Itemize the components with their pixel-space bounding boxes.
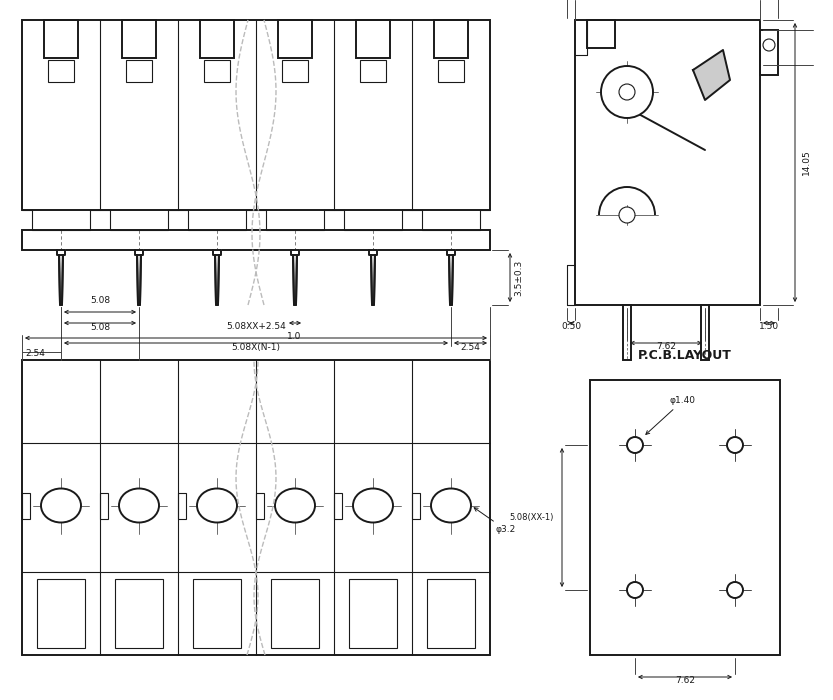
Text: 0.50: 0.50 bbox=[561, 322, 581, 331]
Polygon shape bbox=[59, 255, 63, 305]
Bar bbox=[22, 230, 490, 250]
Ellipse shape bbox=[353, 489, 393, 522]
Polygon shape bbox=[447, 250, 455, 305]
Text: 1.0: 1.0 bbox=[287, 332, 302, 341]
Bar bbox=[22, 360, 490, 655]
Polygon shape bbox=[135, 250, 143, 305]
Bar bbox=[22, 20, 490, 210]
Polygon shape bbox=[369, 250, 377, 305]
Bar bbox=[256, 493, 264, 519]
Polygon shape bbox=[215, 255, 219, 305]
Polygon shape bbox=[449, 255, 453, 305]
Text: 2.54: 2.54 bbox=[461, 343, 481, 352]
Bar bbox=[278, 20, 312, 58]
Bar bbox=[434, 20, 468, 58]
Ellipse shape bbox=[197, 489, 237, 522]
Circle shape bbox=[627, 582, 643, 598]
Circle shape bbox=[727, 582, 743, 598]
Circle shape bbox=[619, 84, 635, 100]
Bar bbox=[438, 60, 464, 82]
Text: 5.08X(N-1): 5.08X(N-1) bbox=[232, 343, 281, 352]
Ellipse shape bbox=[431, 489, 471, 522]
Bar bbox=[427, 580, 475, 648]
Bar bbox=[204, 60, 230, 82]
Polygon shape bbox=[371, 255, 375, 305]
Ellipse shape bbox=[275, 489, 315, 522]
Circle shape bbox=[763, 39, 775, 51]
Text: 5.08: 5.08 bbox=[90, 323, 110, 332]
Text: 5.08(XX-1): 5.08(XX-1) bbox=[510, 513, 554, 522]
Bar bbox=[122, 20, 156, 58]
Polygon shape bbox=[137, 255, 141, 305]
Text: 3.5±0.3: 3.5±0.3 bbox=[514, 260, 523, 295]
Circle shape bbox=[619, 207, 635, 223]
Text: 5.08XX+2.54: 5.08XX+2.54 bbox=[226, 322, 286, 331]
Circle shape bbox=[627, 437, 643, 453]
Polygon shape bbox=[693, 50, 730, 100]
Bar bbox=[349, 580, 397, 648]
Text: φ1.40: φ1.40 bbox=[646, 396, 696, 435]
Bar bbox=[126, 60, 152, 82]
Bar bbox=[701, 305, 709, 360]
Circle shape bbox=[601, 66, 653, 118]
Text: 2.54: 2.54 bbox=[25, 349, 45, 358]
Bar bbox=[48, 60, 74, 82]
Text: 5.08: 5.08 bbox=[90, 296, 110, 305]
Bar bbox=[623, 305, 631, 360]
Circle shape bbox=[727, 437, 743, 453]
Bar bbox=[282, 60, 308, 82]
Polygon shape bbox=[213, 250, 221, 305]
Bar bbox=[178, 493, 186, 519]
Polygon shape bbox=[291, 250, 299, 305]
Text: 1.50: 1.50 bbox=[759, 322, 779, 331]
Bar bbox=[44, 20, 78, 58]
Polygon shape bbox=[293, 255, 297, 305]
Ellipse shape bbox=[119, 489, 159, 522]
Bar bbox=[356, 20, 390, 58]
Bar bbox=[37, 580, 85, 648]
Bar bbox=[575, 20, 760, 305]
Bar bbox=[100, 493, 108, 519]
Bar bbox=[193, 580, 241, 648]
Bar bbox=[271, 580, 319, 648]
Bar bbox=[334, 493, 342, 519]
Text: φ3.2: φ3.2 bbox=[474, 508, 516, 535]
Polygon shape bbox=[57, 250, 65, 305]
Bar bbox=[360, 60, 386, 82]
Ellipse shape bbox=[41, 489, 81, 522]
Bar bbox=[115, 580, 163, 648]
Text: 7.62: 7.62 bbox=[656, 342, 676, 351]
Text: 14.05: 14.05 bbox=[802, 150, 811, 176]
Bar bbox=[587, 20, 615, 48]
Text: P.C.B.LAYOUT: P.C.B.LAYOUT bbox=[638, 349, 732, 362]
Bar bbox=[760, 30, 778, 75]
Bar bbox=[590, 380, 780, 655]
Text: 7.62: 7.62 bbox=[675, 676, 695, 685]
Bar bbox=[200, 20, 234, 58]
Bar bbox=[22, 493, 30, 519]
Bar bbox=[412, 493, 420, 519]
